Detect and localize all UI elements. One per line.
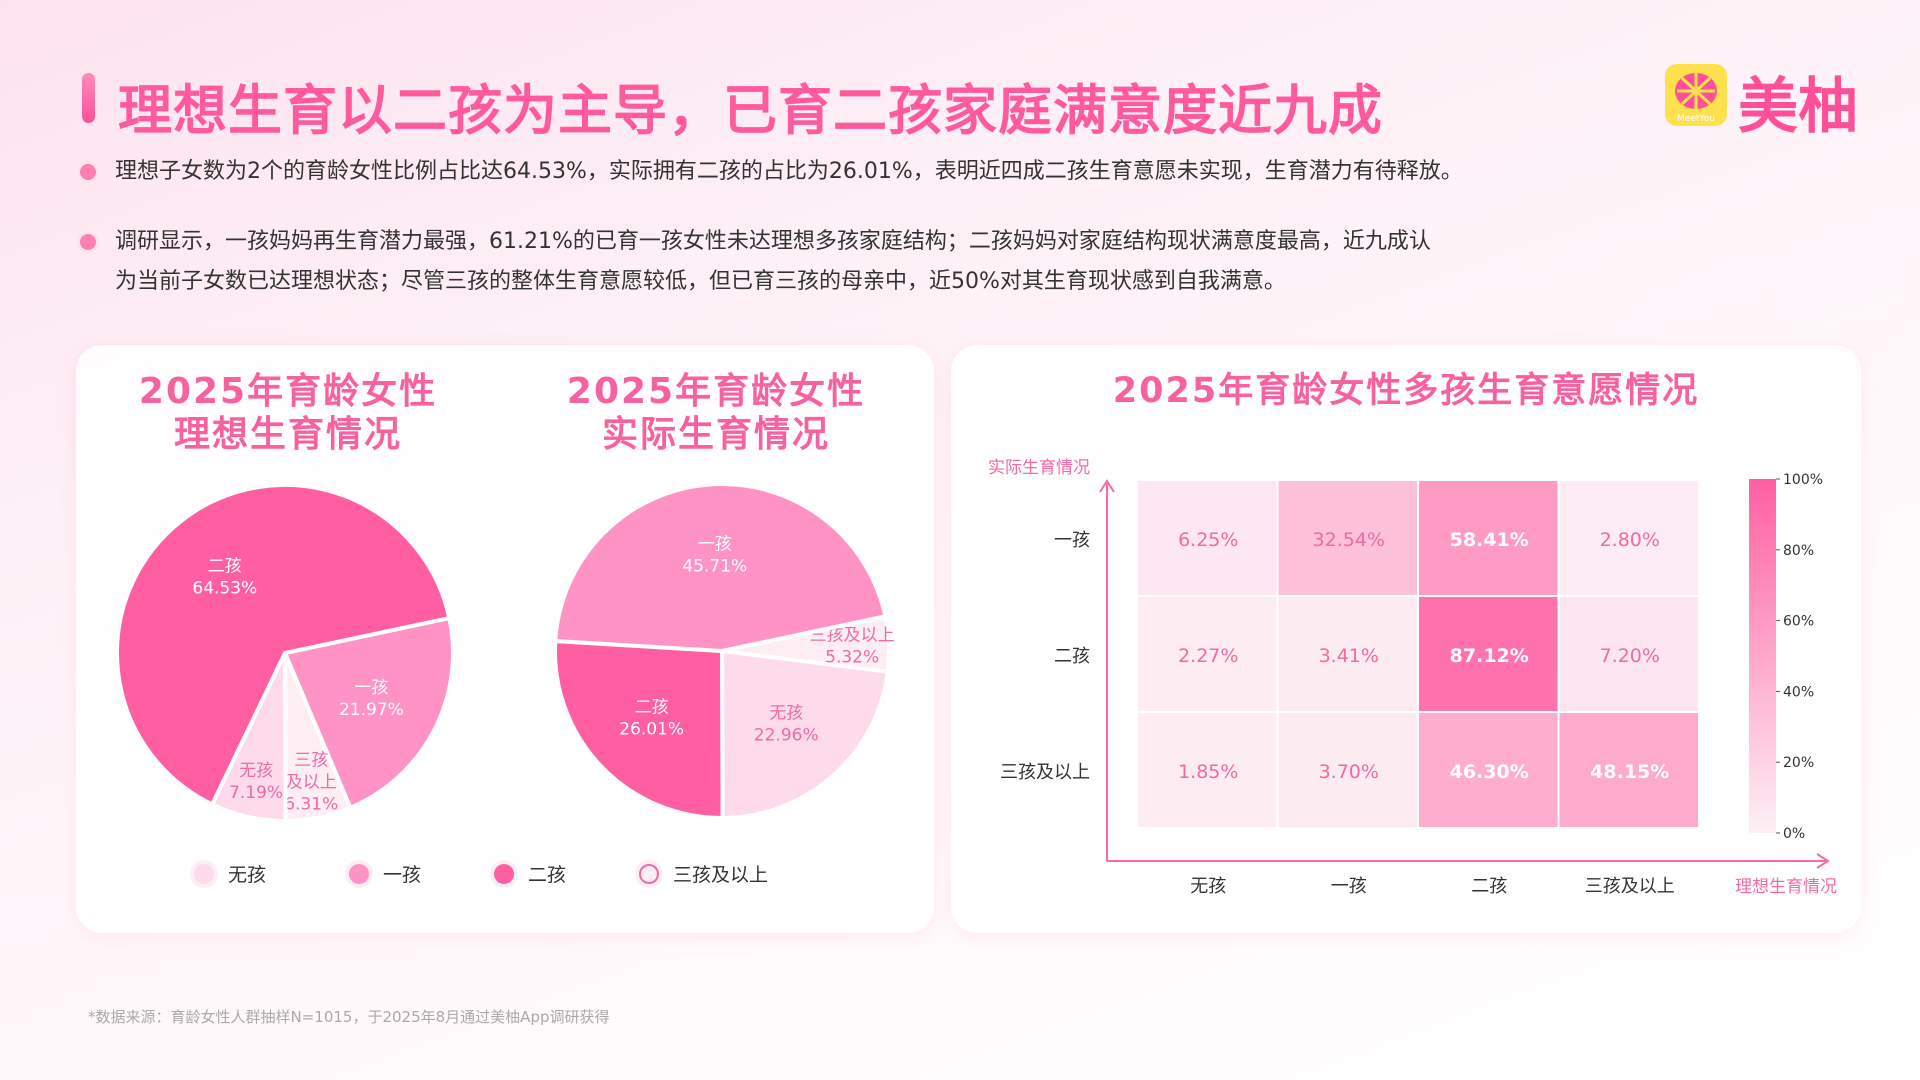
heatmap-cell [1278,713,1417,827]
heatmap-cell [1138,713,1277,827]
meetyou-logo-icon: MeetYou [1665,64,1727,126]
heatmap-cell [1559,481,1698,595]
colorbar-tick-label: 0% [1783,826,1805,842]
logo-badge-text: MeetYou [1677,114,1715,124]
pie-slice [719,648,890,821]
pie-slice [553,482,888,654]
legend-item-one: 一孩 [349,860,494,887]
pie-legend: 无孩 一孩 二孩 三孩及以上 [194,860,768,887]
footnote: *数据来源：育龄女性人群抽样N=1015，于2025年8月通过美柚App调研获得 [88,1008,610,1026]
x-axis-title: 理想生育情况 [1735,877,1837,897]
colorbar-tick-label: 20% [1783,755,1814,771]
bullet-dot [80,164,96,180]
heatmap-col-label: 二孩 [1471,876,1507,897]
heatmap-cell [1559,713,1698,827]
bullet-dot [80,234,96,250]
pie-actual-title: 2025年育龄女性 实际生育情况 [566,371,866,455]
colorbar-tick-label: 40% [1783,684,1814,700]
heatmap-title: 2025年育龄女性多孩生育意愿情况 [1112,371,1700,411]
heatmap-row-label: 二孩 [1054,646,1090,667]
colorbar-tick-label: 100% [1783,472,1823,488]
heatmap-cell [1419,597,1558,711]
pie-data-label: 一孩 21.97% [339,678,404,720]
title-accent-bar [82,73,95,123]
paragraph-line: 为当前子女数已达理想状态；尽管三孩的整体生育意愿较低，但已育三孩的母亲中，近50… [115,269,1286,294]
colorbar-tick-label: 60% [1783,614,1814,630]
paragraph-line: 理想子女数为2个的育龄女性比例占比达64.53%，实际拥有二孩的占比为26.01… [115,159,1463,184]
legend-swatch [494,863,514,884]
pie-data-label: 二孩 26.01% [619,698,684,740]
pie-data-label: 二孩 64.53% [192,556,257,598]
pie-data-label: 一孩 45.71% [682,534,747,576]
heatmap-value-label: 48.15% [1590,761,1669,783]
heatmap-col-label: 三孩及以上 [1585,876,1675,897]
x-axis-arrow [1107,853,1830,869]
heatmap-row-label: 一孩 [1054,530,1090,551]
legend-item-none: 无孩 [194,860,349,887]
pie-slice [282,615,455,811]
heatmap-cell [1138,481,1277,595]
legend-swatch [639,863,659,884]
heatmap-col-label: 无孩 [1190,876,1226,897]
colorbar-tick-label: 80% [1783,543,1814,559]
legend-item-two: 二孩 [494,860,639,887]
pie-slice [553,638,725,820]
page-title: 理想生育以二孩为主导，已育二孩家庭满意度近九成 [118,79,1383,142]
paragraph-line: 调研显示，一孩妈妈再生育潜力最强，61.21%的已育一孩女性未达理想多孩家庭结构… [115,229,1431,254]
heatmap-cell [1278,481,1417,595]
pie-ideal-title: 2025年育龄女性 理想生育情况 [138,371,438,455]
heatmap-cell [1419,481,1558,595]
summary-paragraph-2: 调研显示，一孩妈妈再生育潜力最强，61.21%的已育一孩女性未达理想多孩家庭结构… [115,222,1431,302]
heatmap-value-label: 87.12% [1450,645,1529,667]
pie-data-label: 三孩及以上 5.32% [810,625,895,667]
heatmap-value-label: 3.41% [1319,645,1379,667]
heatmap-value-label: 1.85% [1178,761,1238,783]
brand-logo-text: 美柚 [1738,72,1858,142]
legend-item-three-plus: 三孩及以上 [639,860,768,887]
pie-data-label: 无孩 22.96% [754,704,819,746]
heatmap-col-label: 一孩 [1331,876,1367,897]
heatmap-value-label: 32.54% [1313,529,1385,551]
heatmap-value-label: 46.30% [1450,761,1529,783]
y-axis-title: 实际生育情况 [988,458,1090,478]
pie-slice [115,483,452,808]
heatmap-value-label: 2.27% [1178,645,1238,667]
colorbar [1749,479,1776,833]
legend-swatch [194,863,214,884]
pie-data-label: 无孩 7.19% [229,761,283,803]
legend-swatch [349,863,369,884]
heatmap-value-label: 58.41% [1450,529,1529,551]
heatmap-value-label: 6.25% [1178,529,1238,551]
y-axis-arrow [1099,479,1115,861]
heatmap-cell [1419,713,1558,827]
heatmap-value-label: 7.20% [1600,645,1660,667]
pie-data-label: 三孩及以上 6.31% [284,750,338,814]
summary-paragraph-1: 理想子女数为2个的育龄女性比例占比达64.53%，实际拥有二孩的占比为26.01… [115,152,1463,192]
heatmap-cell [1278,597,1417,711]
heatmap-cell [1559,597,1698,711]
heatmap-value-label: 3.70% [1319,761,1379,783]
heatmap-row-label: 三孩及以上 [1000,762,1090,783]
heatmap-cell [1138,597,1277,711]
heatmap-value-label: 2.80% [1600,529,1660,551]
